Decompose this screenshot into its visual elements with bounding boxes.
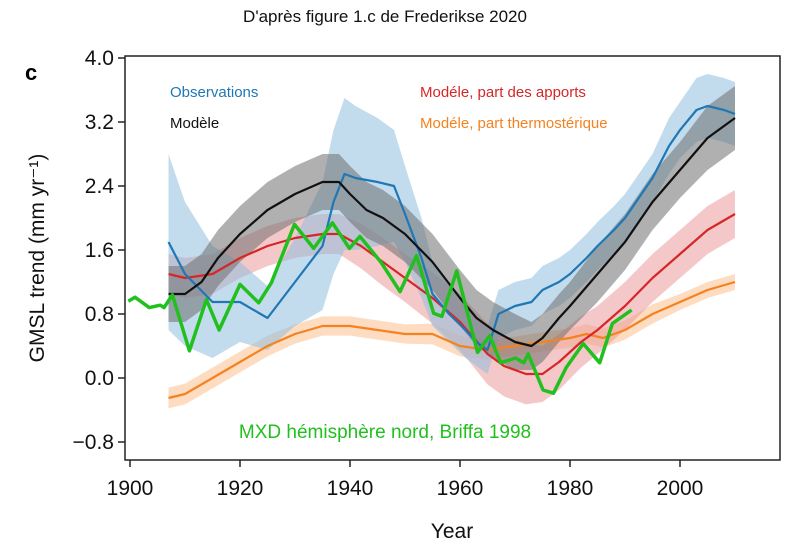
plot-frame [124, 55, 781, 461]
line-mxd-hemisphere-nord-briffa-1998 [127, 221, 633, 395]
line-observations [167, 104, 736, 352]
x-tick-label: 1980 [547, 477, 594, 500]
y-tick-label: 3.2 [85, 111, 114, 134]
y-tick-label: 2.4 [85, 175, 115, 198]
chart-title: D'après figure 1.c de Frederikse 2020 [243, 7, 527, 26]
line-modele-part-thermosterique [168, 280, 736, 400]
y-axis-label: GMSL trend (mm yr⁻¹) [26, 154, 49, 363]
panel-label: c [25, 60, 37, 85]
line-modele-part-des-apports [168, 213, 736, 376]
x-axis: 1900 1920 1940 1960 1980 2000 [107, 460, 704, 500]
y-tick-label: 1.6 [85, 239, 114, 262]
x-axis-label: Year [431, 520, 473, 543]
band-modele [168, 86, 735, 370]
legend-entry: Observations [170, 84, 258, 101]
y-axis: 4.0 3.2 2.4 1.6 0.8 0.0 −0.8 [73, 47, 125, 454]
x-tick-label: 2000 [657, 477, 704, 500]
x-tick-label: 1940 [327, 477, 374, 500]
legend-entry: Modéle, part des apports [420, 84, 586, 101]
legend-entry: Modèle [170, 115, 219, 132]
annotation-mxd: MXD hémisphère nord, Briffa 1998 [239, 422, 531, 443]
series-lines [127, 104, 736, 400]
y-tick-label: 0.0 [85, 367, 114, 390]
y-tick-label: 0.8 [85, 303, 114, 326]
legend-entry: Modéle, part thermostérique [420, 115, 608, 132]
legend: Observations Modèle Modéle, part des appor… [170, 84, 608, 132]
x-tick-label: 1920 [217, 477, 264, 500]
x-tick-label: 1900 [107, 477, 154, 500]
line-modele [168, 117, 736, 348]
y-tick-label: 4.0 [85, 47, 114, 70]
x-tick-label: 1960 [437, 477, 484, 500]
band-observations [168, 74, 735, 374]
y-tick-label: −0.8 [73, 431, 114, 454]
